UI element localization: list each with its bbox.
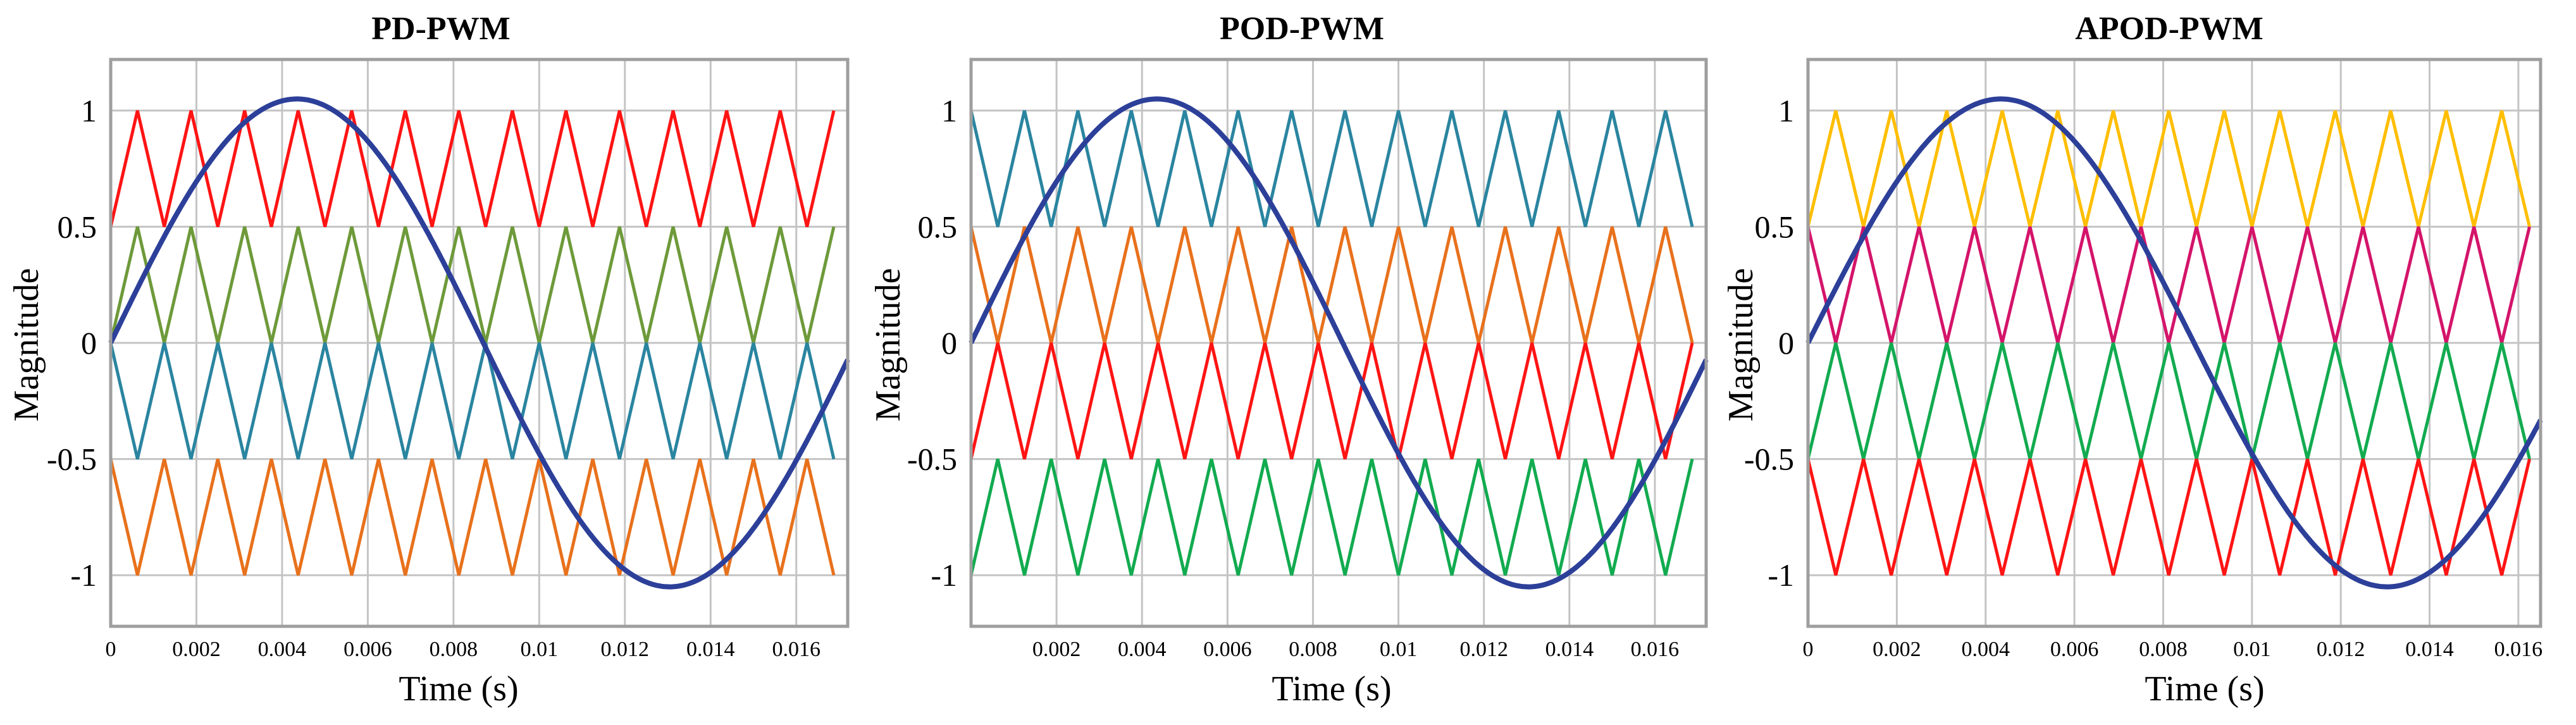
x-tick-label: 0.004 xyxy=(1118,638,1167,661)
carrier-wave xyxy=(969,110,1694,227)
x-tick-label: 0.008 xyxy=(1289,638,1337,661)
x-tick-label: 0.002 xyxy=(1032,638,1081,661)
x-tick-label: 0.01 xyxy=(521,638,559,661)
panel-pod-pwm: POD-PWM 1 0.5 0 -0.5 -1 0.002 0.004 0.006 0.008 0… xyxy=(869,11,1709,709)
x-axis-label: Time (s) xyxy=(399,669,518,709)
y-tick-label: -1 xyxy=(931,557,957,593)
x-tick-label: 0 xyxy=(106,638,116,661)
y-tick-label: 0.5 xyxy=(1755,209,1795,244)
x-axis-label: Time (s) xyxy=(2145,669,2264,709)
x-tick-label: 0.006 xyxy=(1203,638,1252,661)
plot-area: 1 0.5 0 -0.5 -1 0 0.002 0.004 0.006 0.008 0.01 0.01… xyxy=(47,58,850,661)
x-tick-label: 0.012 xyxy=(601,638,650,661)
x-tick-label: 0.008 xyxy=(430,638,478,661)
y-axis-label: Magnitude xyxy=(7,268,46,422)
x-tick-label: 0.006 xyxy=(2050,638,2099,661)
y-axis-label: Magnitude xyxy=(1721,268,1761,422)
plot-frame xyxy=(1806,58,2542,628)
x-tick-label: 0.004 xyxy=(1961,638,2010,661)
carrier-wave xyxy=(969,342,1694,460)
panel-pd-pwm: PD-PWM 1 0.5 0 -0.5 -1 0 0.002 0.004 0.006 0.008 0… xyxy=(7,11,850,709)
carrier-wave xyxy=(109,342,836,460)
plot-frame xyxy=(969,58,1708,628)
y-tick-label: 0 xyxy=(1778,325,1794,361)
x-tick-label: 0.008 xyxy=(2139,638,2188,661)
carrier-wave xyxy=(969,226,1694,344)
x-tick-label: 0.016 xyxy=(772,638,820,661)
y-axis-label: Magnitude xyxy=(869,268,908,422)
carrier-wave xyxy=(109,459,836,576)
y-tick-label: 1 xyxy=(81,93,97,128)
y-tick-label: -1 xyxy=(70,557,97,593)
x-tick-label: 0.01 xyxy=(1380,638,1418,661)
x-tick-label: 0.006 xyxy=(344,638,392,661)
x-tick-label: 0.014 xyxy=(686,638,735,661)
x-tick-label: 0.016 xyxy=(2494,638,2543,661)
carrier-wave xyxy=(1806,342,2531,460)
x-tick-label: 0.014 xyxy=(2405,638,2454,661)
y-tick-label: 1 xyxy=(941,93,957,128)
panel-title: APOD-PWM xyxy=(2075,11,2263,47)
plot-area: 1 0.5 0 -0.5 -1 0.002 0.004 0.006 0.008 0.01 0.012… xyxy=(907,58,1709,661)
reference-sine xyxy=(969,96,1709,590)
x-tick-label: 0.014 xyxy=(1545,638,1594,661)
carrier-wave xyxy=(109,110,836,227)
panel-title: POD-PWM xyxy=(1220,11,1384,47)
x-tick-label: 0.002 xyxy=(172,638,221,661)
y-tick-label: -0.5 xyxy=(47,442,97,477)
x-axis-label: Time (s) xyxy=(1272,669,1391,709)
x-tick-label: 0.004 xyxy=(258,638,307,661)
reference-sine xyxy=(108,96,850,590)
x-tick-label: 0.012 xyxy=(2317,638,2365,661)
x-tick-label: 0.016 xyxy=(1631,638,1680,661)
carrier-wave xyxy=(109,226,836,344)
y-tick-label: -0.5 xyxy=(907,442,957,477)
y-tick-label: 0.5 xyxy=(58,209,97,244)
reference-sine xyxy=(1805,96,2543,590)
x-tick-label: 0.012 xyxy=(1459,638,1508,661)
x-tick-label: 0.002 xyxy=(1873,638,1921,661)
carrier-wave xyxy=(969,459,1694,576)
plot-area: 1 0.5 0 -0.5 -1 0 0.002 0.004 0.006 0.008 0.01 0.01… xyxy=(1744,58,2543,661)
plot-frame xyxy=(109,58,850,628)
gridlines xyxy=(1807,59,2541,626)
x-tick-label: 0.01 xyxy=(2233,638,2271,661)
panel-title: PD-PWM xyxy=(371,11,510,47)
x-tick-label: 0 xyxy=(1803,638,1814,661)
panel-apod-pwm: APOD-PWM 1 0.5 0 -0.5 -1 0 0.002 0.004 0.006 0.00… xyxy=(1721,11,2543,709)
carrier-wave xyxy=(1806,459,2531,576)
y-tick-label: 0 xyxy=(941,325,957,361)
carrier-wave xyxy=(1806,110,2531,227)
y-tick-label: 0 xyxy=(81,325,97,361)
carrier-wave xyxy=(1806,226,2531,344)
y-tick-label: -1 xyxy=(1768,557,1794,593)
y-tick-label: 1 xyxy=(1778,93,1794,128)
y-tick-label: -0.5 xyxy=(1744,442,1794,477)
y-tick-label: 0.5 xyxy=(918,209,958,244)
